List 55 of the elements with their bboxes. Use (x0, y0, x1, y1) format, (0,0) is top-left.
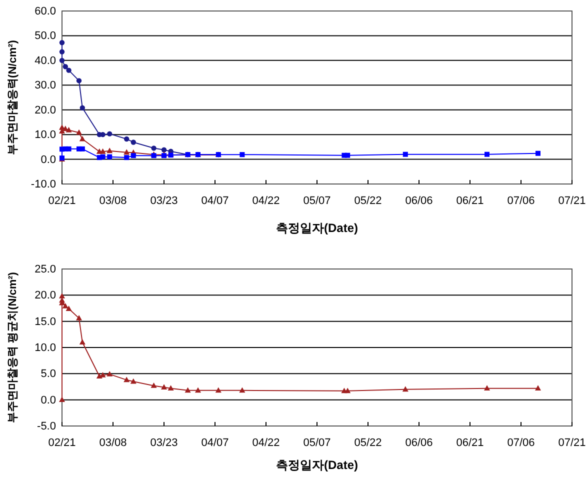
y-tick-label: -5.0 (37, 420, 56, 433)
y-tick-label: 0.0 (40, 394, 56, 406)
x-tick-label: 05/22 (354, 194, 382, 207)
point (184, 387, 191, 393)
y-axis-title: 부주면마찰응력 평균치(N/cm²) (7, 272, 19, 423)
y-tick-label: 0.0 (40, 154, 56, 166)
x-axis-title: 측정일자(Date) (276, 221, 358, 235)
y-axis-title: 부주면마찰응력(N/cm²) (7, 40, 19, 155)
x-axis-title: 측정일자(Date) (276, 458, 358, 472)
point (168, 385, 174, 391)
point (535, 385, 541, 391)
x-tick-label: 04/07 (201, 194, 229, 207)
x-tick-label: 02/21 (48, 436, 76, 449)
y-tick-label: 20.0 (34, 290, 56, 302)
x-tick-label: 07/21 (558, 436, 586, 449)
point (215, 387, 222, 393)
x-tick-label: 02/21 (48, 194, 76, 207)
point (124, 376, 130, 382)
point (239, 387, 246, 393)
y-tick-label: 50.0 (34, 30, 56, 42)
y-tick-label: 20.0 (34, 104, 56, 116)
point (195, 387, 201, 393)
y-tick-label: 10.0 (34, 129, 56, 142)
point (161, 384, 167, 390)
x-tick-label: 05/07 (303, 436, 331, 449)
x-tick-label: 07/06 (507, 194, 535, 207)
x-tick-label: 03/23 (150, 194, 178, 207)
y-tick-label: -10.0 (30, 178, 56, 191)
x-tick-label: 05/22 (354, 436, 382, 449)
y-tick-label: 25.0 (34, 264, 56, 276)
point (130, 378, 136, 384)
point (106, 370, 113, 376)
x-tick-label: 04/07 (201, 436, 229, 449)
y-tick-label: 40.0 (34, 54, 56, 67)
x-tick-label: 05/07 (303, 194, 331, 207)
x-tick-label: 06/06 (405, 436, 433, 449)
x-tick-label: 03/08 (99, 194, 127, 207)
point (150, 382, 157, 388)
y-tick-label: 5.0 (40, 368, 56, 380)
point (344, 388, 351, 394)
y-tick-label: 15.0 (34, 316, 56, 328)
x-tick-label: 04/22 (252, 436, 280, 449)
x-tick-label: 07/21 (558, 194, 586, 207)
x-tick-label: 03/08 (99, 436, 127, 449)
x-tick-label: 03/23 (150, 436, 178, 449)
x-tick-label: 06/06 (405, 194, 433, 207)
point (402, 386, 408, 392)
y-tick-label: 30.0 (34, 80, 56, 92)
x-tick-label: 07/06 (507, 436, 535, 449)
point (484, 385, 490, 391)
y-tick-label: 60.0 (34, 6, 56, 18)
x-tick-label: 06/21 (456, 436, 484, 449)
x-tick-label: 06/21 (456, 194, 484, 207)
y-tick-label: 10.0 (34, 342, 56, 354)
x-tick-label: 04/22 (252, 194, 280, 207)
